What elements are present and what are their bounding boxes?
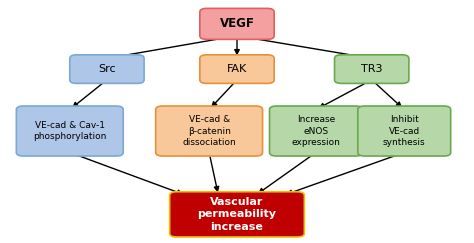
FancyBboxPatch shape <box>270 106 363 156</box>
Text: VEGF: VEGF <box>219 17 255 30</box>
Text: Vascular
permeability
increase: Vascular permeability increase <box>198 197 276 232</box>
FancyBboxPatch shape <box>16 106 123 156</box>
FancyBboxPatch shape <box>70 55 144 83</box>
FancyBboxPatch shape <box>335 55 409 83</box>
Text: VE-cad & Cav-1
phosphorylation: VE-cad & Cav-1 phosphorylation <box>33 121 107 141</box>
Text: TR3: TR3 <box>361 64 383 74</box>
FancyBboxPatch shape <box>155 106 263 156</box>
FancyBboxPatch shape <box>200 55 274 83</box>
Text: Inhibit
VE-cad
synthesis: Inhibit VE-cad synthesis <box>383 115 426 147</box>
FancyBboxPatch shape <box>358 106 451 156</box>
Text: Src: Src <box>98 64 116 74</box>
Text: FAK: FAK <box>227 64 247 74</box>
FancyBboxPatch shape <box>200 9 274 39</box>
Text: Increase
eNOS
expression: Increase eNOS expression <box>292 115 340 147</box>
FancyBboxPatch shape <box>170 192 304 237</box>
Text: VE-cad &
β-catenin
dissociation: VE-cad & β-catenin dissociation <box>182 115 236 147</box>
